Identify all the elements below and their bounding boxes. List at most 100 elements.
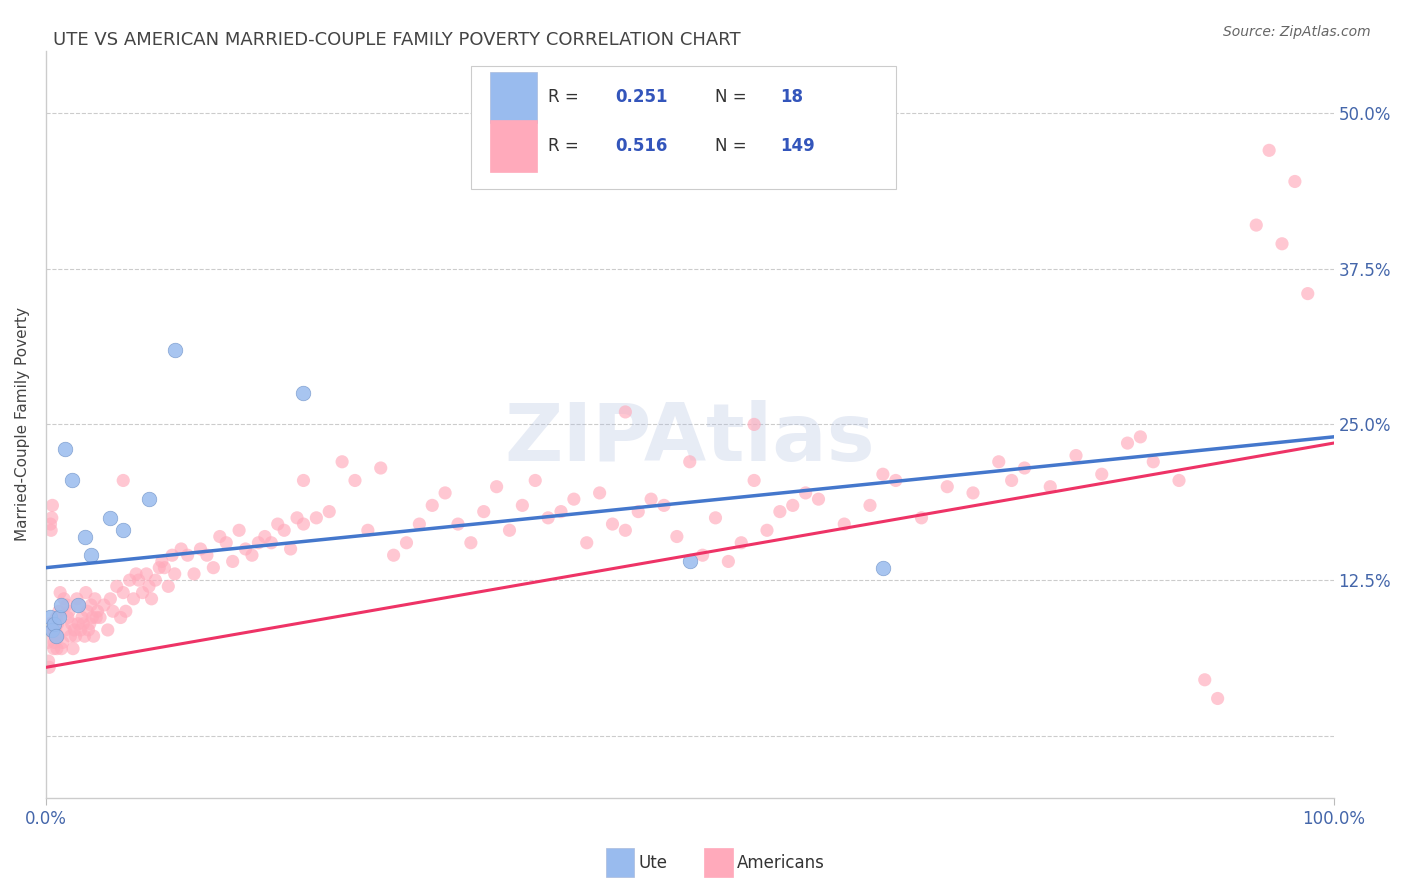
Point (1284, 174, 1306, 188)
Point (110, 610, 132, 624)
Text: ZIPAtlas: ZIPAtlas (505, 401, 875, 478)
Point (131, 585, 153, 599)
Point (44, 635, 66, 649)
Point (434, 486, 457, 500)
Point (652, 499, 675, 513)
Point (39, 517, 62, 532)
Point (105, 579, 128, 593)
Point (73, 629, 96, 643)
Point (292, 386, 315, 401)
Point (45, 623, 67, 637)
Point (679, 554, 702, 568)
Point (67, 616, 90, 631)
Point (987, 455, 1010, 469)
Point (717, 554, 740, 568)
Point (832, 517, 855, 532)
Point (84, 610, 107, 624)
Point (48, 610, 70, 624)
Point (80, 598, 103, 612)
Point (112, 585, 135, 599)
Point (62, 641, 84, 656)
Point (38, 610, 60, 624)
Point (138, 579, 160, 593)
Point (93, 598, 115, 612)
Point (575, 535, 598, 549)
Point (79, 616, 101, 631)
Point (357, 524, 380, 538)
Point (1168, 474, 1191, 488)
Point (45, 641, 67, 656)
Point (37, 635, 59, 649)
Point (67, 598, 90, 612)
Point (285, 511, 308, 525)
Point (38, 654, 60, 668)
Point (794, 486, 817, 500)
Point (176, 548, 198, 562)
Point (112, 524, 135, 538)
Point (82, 610, 104, 624)
Point (42, 641, 65, 656)
Point (51, 598, 73, 612)
Point (1246, 218, 1268, 232)
Point (1091, 467, 1114, 482)
Point (39, 524, 62, 538)
Point (228, 524, 250, 538)
Point (163, 343, 186, 357)
Point (128, 573, 150, 587)
Point (112, 474, 135, 488)
Point (170, 541, 193, 556)
Point (253, 529, 276, 543)
Point (550, 505, 572, 519)
Point (72, 616, 94, 631)
Point (98, 591, 121, 606)
Point (41, 511, 63, 525)
Point (157, 579, 180, 593)
Point (89, 610, 111, 624)
Point (247, 535, 270, 549)
Point (73, 529, 96, 543)
Point (42, 616, 65, 631)
Point (183, 566, 205, 581)
Point (769, 505, 792, 519)
Point (163, 566, 186, 581)
Point (260, 535, 283, 549)
Point (101, 604, 124, 618)
Text: UTE VS AMERICAN MARRIED-COUPLE FAMILY POVERTY CORRELATION CHART: UTE VS AMERICAN MARRIED-COUPLE FAMILY PO… (53, 31, 741, 49)
Point (46, 616, 69, 631)
Point (692, 548, 714, 562)
Point (627, 505, 650, 519)
Point (38, 616, 60, 631)
Point (1142, 455, 1164, 469)
Point (1039, 480, 1062, 494)
Point (280, 541, 302, 556)
Point (98, 511, 121, 525)
Point (208, 529, 231, 543)
Point (42, 623, 65, 637)
Point (69, 623, 91, 637)
Point (884, 474, 907, 488)
Point (215, 535, 238, 549)
Point (86, 604, 108, 618)
Point (472, 505, 495, 519)
Point (55, 598, 77, 612)
Point (292, 517, 315, 532)
Point (56, 610, 79, 624)
Point (370, 461, 392, 475)
Point (150, 554, 173, 568)
Point (235, 541, 257, 556)
Point (614, 524, 637, 538)
Text: Americans: Americans (737, 854, 824, 871)
Point (70, 610, 93, 624)
Point (460, 535, 482, 549)
Text: Source: ZipAtlas.com: Source: ZipAtlas.com (1223, 25, 1371, 39)
Point (382, 548, 405, 562)
FancyBboxPatch shape (491, 71, 537, 123)
Point (53, 591, 76, 606)
Point (76, 604, 98, 618)
Point (77, 623, 100, 637)
Text: N =: N = (716, 137, 752, 155)
Text: R =: R = (548, 88, 583, 106)
Point (962, 486, 984, 500)
Point (63, 623, 86, 637)
Point (75, 585, 97, 599)
